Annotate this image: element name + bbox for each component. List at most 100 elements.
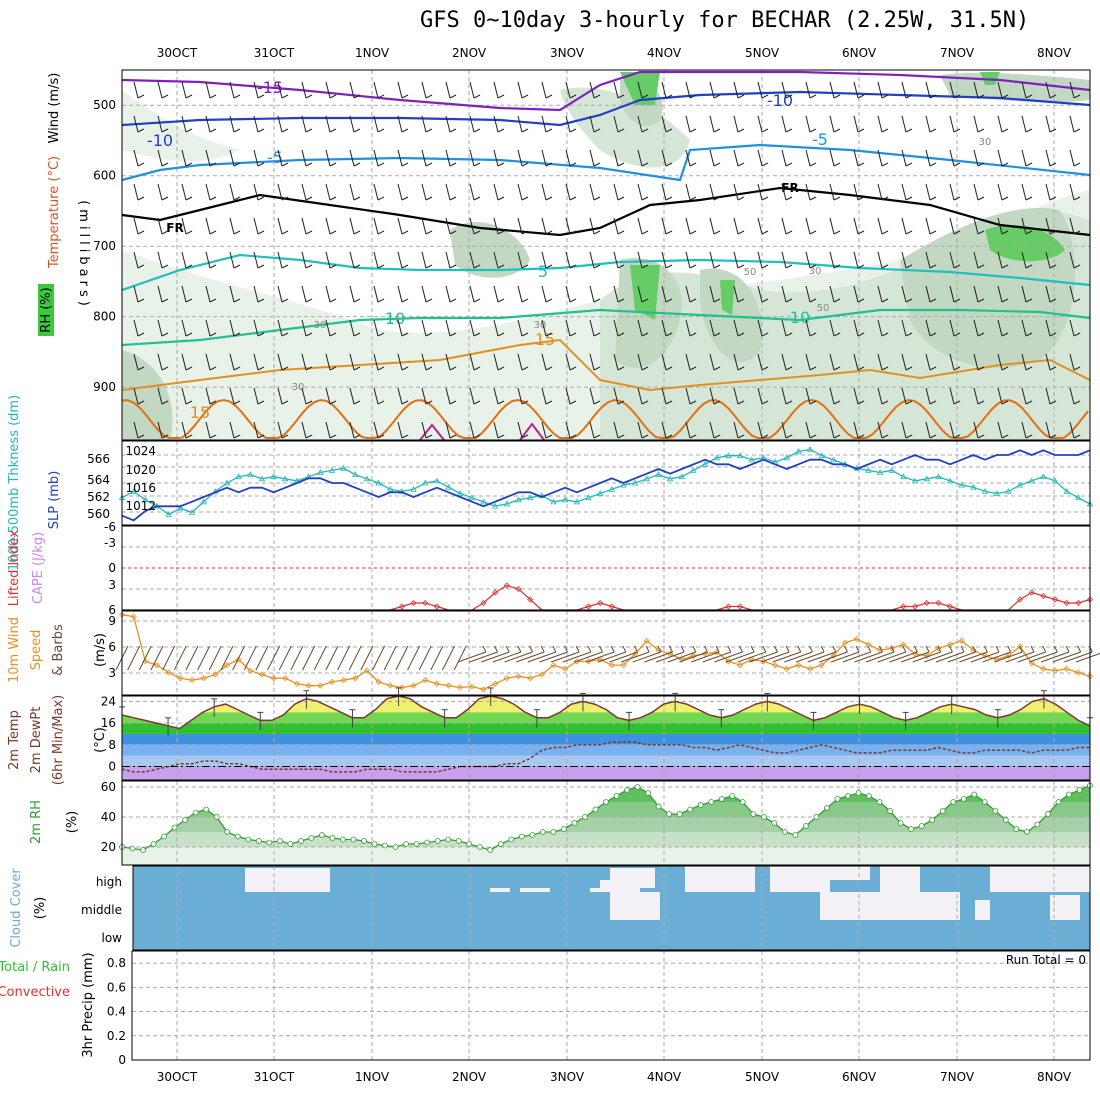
wind-barb [541, 115, 547, 133]
wind-barb [445, 217, 451, 235]
wind-barb [253, 353, 259, 371]
wind-barb-flag [425, 298, 433, 303]
wind-barb [781, 115, 787, 133]
wind-barb-flag [521, 298, 529, 303]
thickness-marker [200, 498, 207, 505]
wind-barb-flag [425, 94, 433, 99]
wind-barb [133, 183, 139, 201]
rh-marker [455, 838, 462, 844]
wind-barb [949, 149, 955, 167]
wind-barb-10m [574, 651, 603, 663]
wind-barb [853, 353, 859, 371]
wind-barb-flag [857, 196, 865, 201]
pressure-tick: 700 [93, 239, 116, 253]
wind-barb-flag [377, 196, 385, 201]
wind-barb-10m [854, 651, 883, 663]
wind-barb-10m-flag [739, 645, 743, 653]
thickness-marker [550, 498, 557, 505]
wind-barb-flag [977, 230, 985, 235]
rh-marker [992, 808, 999, 814]
rh-shade [720, 280, 735, 315]
wind-unit-label: (m/s) [93, 633, 108, 667]
contour-label: 15 [190, 403, 210, 422]
wind-barb-flag [545, 434, 553, 439]
wind-barb [253, 183, 259, 201]
minmax-label: (6hr Min/Max) [51, 695, 66, 785]
temp2m-panel [121, 695, 1091, 781]
wind-barb-flag [497, 332, 505, 337]
wind-barb-flag [497, 264, 505, 269]
wind-barb-10m [1052, 651, 1081, 663]
rh-tick: 60 [101, 780, 116, 794]
rh-marker [1045, 811, 1051, 817]
wind-barb-flag [689, 366, 697, 371]
thickness-marker [830, 456, 837, 463]
wind-barb-flag [593, 434, 601, 439]
wind-barb-10m-flag [587, 645, 592, 653]
wind-barb-flag [1001, 162, 1009, 167]
wind-barb-flag [353, 332, 361, 337]
wind-barb [709, 81, 715, 99]
wind-barb [301, 387, 307, 405]
cloud-cell [880, 866, 920, 892]
wind-barb-flag [689, 434, 697, 439]
wind-barb-flag [449, 196, 457, 201]
wind-barb-flag [545, 366, 553, 371]
wind-barb [949, 319, 955, 337]
wind-barb-flag [377, 94, 385, 99]
wind-barb [877, 81, 883, 99]
wind-barb [325, 319, 331, 337]
thickness-marker [876, 469, 884, 475]
wind-barb [445, 81, 451, 99]
rh-marker [697, 802, 704, 808]
wind-barb-flag [713, 196, 721, 201]
wind-barb-flag [905, 400, 913, 405]
wind-barb [829, 81, 835, 99]
wind-barb-flag [521, 264, 529, 269]
wind-barb [709, 217, 715, 235]
rh-marker [666, 811, 673, 817]
wind-barb-10m-flag [867, 645, 872, 653]
thickness-marker [410, 485, 417, 492]
wind-barb [901, 251, 907, 269]
wind-barb-flag [353, 162, 361, 167]
wind-barb [397, 183, 403, 201]
wind-barb [589, 285, 595, 303]
wind-barb-flag [833, 434, 841, 439]
wind-barb [901, 149, 907, 167]
wind-barb-10m-flag [773, 645, 778, 653]
wind-barb [157, 285, 163, 303]
wind-barb-flag [593, 230, 601, 235]
wind-barb [805, 115, 811, 133]
wind-barb [565, 421, 571, 439]
wind-label: Wind (m/s) [47, 73, 62, 144]
wind-barb [901, 285, 907, 303]
wind-barb-flag [497, 298, 505, 303]
wind-barb [301, 251, 307, 269]
wind-barb-flag [761, 332, 769, 337]
temp-line [121, 695, 1091, 730]
wind-barb-flag [521, 196, 529, 201]
wind-speed-marker [352, 675, 359, 682]
rh-marker [918, 823, 925, 829]
wind-speed-marker [445, 682, 452, 689]
wind-barb [949, 115, 955, 133]
wind-barb [949, 81, 955, 99]
wind-barb [517, 251, 523, 269]
wind-barb [1045, 81, 1051, 99]
wind-barb [421, 81, 427, 99]
rh-marker [981, 799, 988, 805]
wind-barb-flag [257, 128, 265, 133]
wind-barb-flag [1025, 400, 1033, 405]
wind-barb-10m-flag [995, 645, 1000, 653]
wind-barb-flag [1073, 128, 1081, 133]
contour-20 [121, 398, 1089, 439]
wind-barb-10m [690, 651, 720, 663]
rh-shade [630, 265, 660, 320]
wind-barb-flag [641, 264, 649, 269]
wind-barb [421, 285, 427, 303]
rh-marker [792, 832, 799, 838]
wind-barb-flag [617, 400, 625, 405]
wind-barb [349, 183, 355, 201]
temp-tick: 16 [101, 716, 116, 730]
